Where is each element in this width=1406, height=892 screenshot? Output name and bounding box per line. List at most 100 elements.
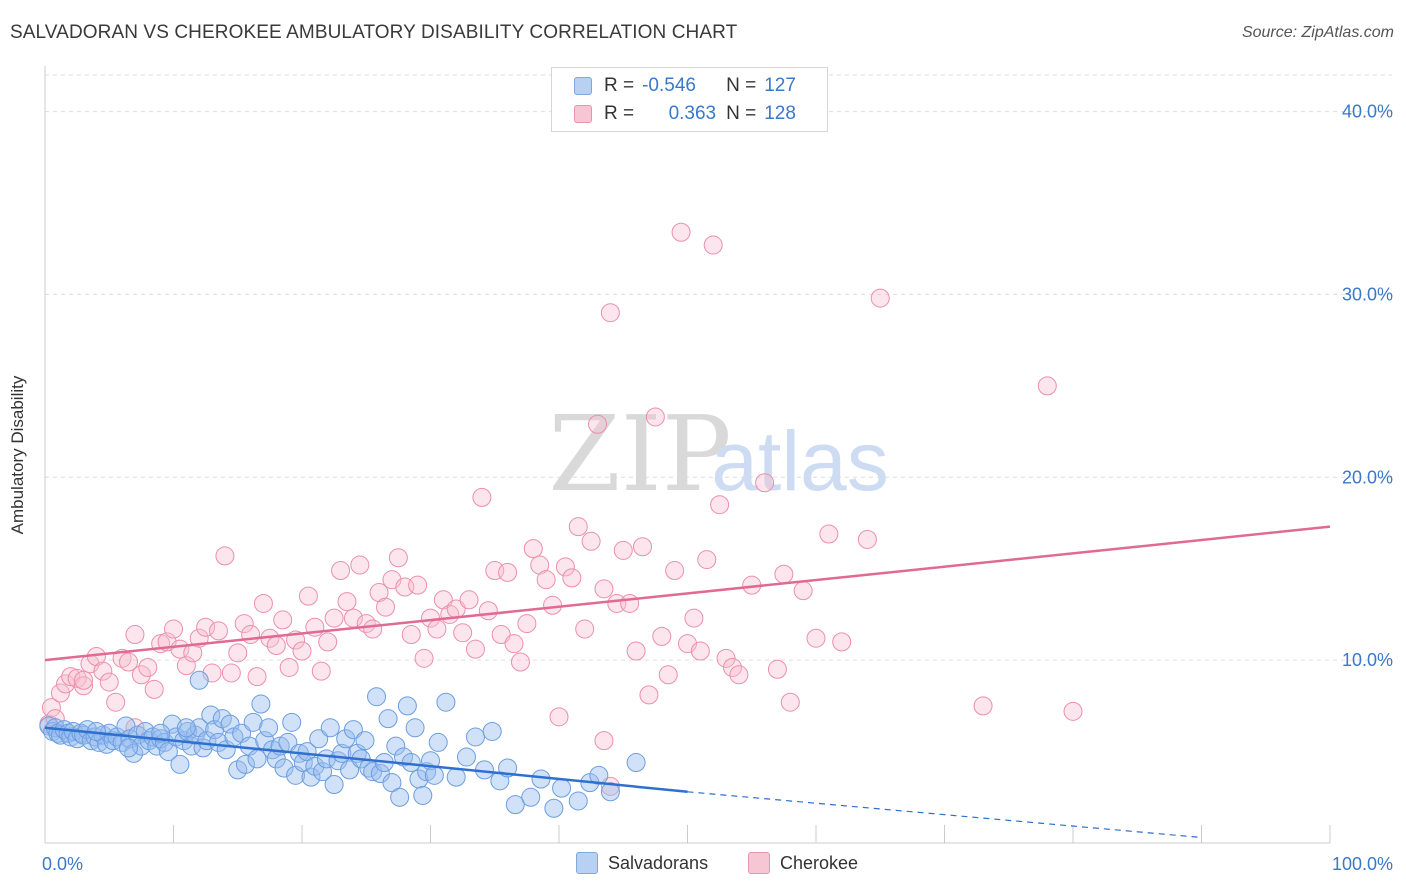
bottom-legend-label: Salvadorans bbox=[608, 852, 709, 873]
salvadoran-point bbox=[413, 785, 433, 805]
cherokee-point bbox=[472, 487, 492, 507]
cherokee-point bbox=[658, 665, 678, 685]
cherokee-point bbox=[722, 657, 742, 677]
cherokee-point bbox=[376, 597, 396, 617]
salvadoran-point bbox=[155, 732, 175, 752]
cherokee-point bbox=[594, 731, 614, 751]
cherokee-point bbox=[780, 692, 800, 712]
legend-r-value: 0.363 bbox=[668, 103, 717, 124]
cherokee-point bbox=[710, 495, 730, 515]
cherokee-point bbox=[523, 539, 543, 559]
cherokee-point bbox=[228, 643, 248, 663]
cherokee-point bbox=[767, 659, 787, 679]
salvadoran-trend-line bbox=[44, 726, 688, 794]
tick-labels: 10.0% 20.0% 30.0% 40.0% 0.0% 100.0% bbox=[42, 102, 1393, 874]
salvadoran-points bbox=[39, 670, 646, 818]
cherokee-point bbox=[221, 663, 241, 683]
cherokee-point bbox=[318, 632, 338, 652]
cherokee-point bbox=[292, 641, 312, 661]
cherokee-point bbox=[50, 683, 70, 703]
cherokee-point bbox=[600, 776, 620, 796]
cherokee-point bbox=[684, 608, 704, 628]
y-tick-label: 30.0% bbox=[1342, 284, 1393, 304]
watermark-zip: ZIP bbox=[548, 393, 731, 515]
salvadoran-point bbox=[428, 732, 448, 752]
salvadoran-point bbox=[251, 694, 271, 714]
salvadoran-point bbox=[367, 687, 387, 707]
cherokee-point bbox=[196, 617, 216, 637]
bottom-legend-label: Cherokee bbox=[780, 852, 859, 873]
salvadoran-point bbox=[97, 734, 117, 754]
cherokee-point bbox=[510, 652, 530, 672]
cherokee-point bbox=[324, 608, 344, 628]
correlation-legend: R = -0.546 N = 127 R = 0.363 N = 128 bbox=[551, 67, 828, 132]
cherokee-point bbox=[549, 707, 569, 727]
salvadoran-trend-extension bbox=[687, 791, 1202, 839]
legend-r-value: -0.546 bbox=[642, 75, 696, 96]
cherokee-point bbox=[241, 625, 261, 645]
cherokee-point bbox=[755, 473, 775, 493]
cherokee-point bbox=[388, 548, 408, 568]
salvadoran-point bbox=[282, 712, 302, 732]
cherokee-point bbox=[465, 639, 485, 659]
salvadoran-point bbox=[397, 696, 417, 716]
cherokee-point bbox=[517, 614, 537, 634]
cherokee-point bbox=[253, 593, 273, 613]
cherokee-point bbox=[568, 517, 588, 537]
salvadoran-point bbox=[243, 712, 263, 732]
cherokee-point bbox=[298, 586, 318, 606]
y-tick-label: 40.0% bbox=[1342, 102, 1393, 122]
cherokee-point bbox=[215, 546, 235, 566]
cherokee-point bbox=[74, 670, 94, 690]
cherokee-point bbox=[620, 593, 640, 613]
legend-r-label: R = bbox=[604, 103, 635, 124]
salvadoran-point bbox=[259, 718, 279, 738]
salvadoran-point bbox=[405, 718, 425, 738]
salvadoran-point bbox=[465, 727, 485, 747]
cherokee-point bbox=[774, 564, 794, 584]
salvadoran-point bbox=[274, 758, 294, 778]
cherokee-point bbox=[819, 524, 839, 544]
legend-row-salvadorans: R = -0.546 N = 127 bbox=[574, 74, 796, 98]
legend-n-label: N = bbox=[726, 75, 757, 96]
cherokee-point bbox=[639, 685, 659, 705]
salvadoran-point bbox=[205, 720, 225, 740]
legend-swatch-pink bbox=[574, 105, 592, 123]
salvadoran-point bbox=[382, 773, 402, 793]
y-tick-label: 20.0% bbox=[1342, 467, 1393, 487]
salvadoran-point bbox=[436, 692, 456, 712]
legend-n-value: 127 bbox=[764, 75, 796, 96]
salvadoran-point bbox=[626, 753, 646, 773]
bottom-legend-swatch-blue bbox=[576, 852, 598, 874]
grid-lines bbox=[45, 74, 1392, 661]
legend-r-label: R = bbox=[604, 75, 635, 96]
salvadoran-point bbox=[301, 767, 321, 787]
cherokee-point bbox=[125, 625, 145, 645]
cherokee-point bbox=[703, 235, 723, 255]
legend-row-cherokee: R = 0.363 N = 128 bbox=[574, 102, 796, 126]
cherokee-point bbox=[1037, 376, 1057, 396]
cherokee-point bbox=[350, 555, 370, 575]
bottom-legend-salvadorans: Salvadorans bbox=[576, 852, 708, 874]
salvadoran-point bbox=[378, 709, 398, 729]
salvadoran-point bbox=[189, 670, 209, 690]
cherokee-point bbox=[459, 590, 479, 610]
salvadoran-point bbox=[124, 743, 144, 763]
cherokee-point bbox=[498, 562, 518, 582]
cherokee-point bbox=[273, 610, 293, 630]
trend-lines bbox=[44, 525, 1331, 839]
salvadoran-point bbox=[568, 791, 588, 811]
salvadoran-point bbox=[247, 749, 267, 769]
cherokee-point bbox=[119, 652, 139, 672]
legend-n-value: 128 bbox=[764, 103, 796, 124]
salvadoran-point bbox=[386, 736, 406, 756]
salvadoran-point bbox=[340, 760, 360, 780]
salvadoran-point bbox=[313, 762, 333, 782]
salvadoran-point bbox=[390, 787, 410, 807]
source-label: Source: ZipAtlas.com bbox=[1241, 24, 1394, 41]
cherokee-point bbox=[106, 692, 126, 712]
chart-title: SALVADORAN VS CHEROKEE AMBULATORY DISABI… bbox=[10, 22, 738, 43]
cherokee-point bbox=[247, 667, 267, 687]
cherokee-point bbox=[857, 529, 877, 549]
